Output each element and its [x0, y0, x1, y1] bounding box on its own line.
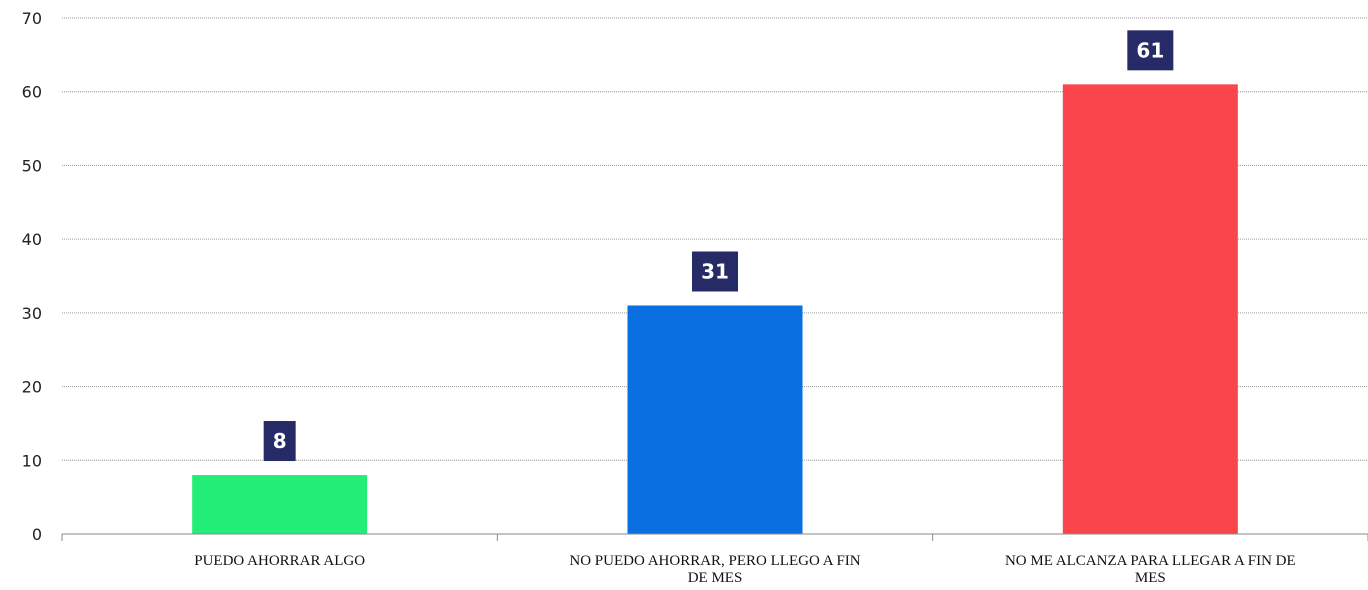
- x-tick-label-line: DE MES: [688, 570, 743, 586]
- y-tick-label: 30: [22, 304, 42, 323]
- y-tick-label: 20: [22, 378, 42, 397]
- x-tick-label-line: NO PUEDO AHORRAR, PERO LLEGO A FIN: [569, 553, 860, 569]
- y-tick-label: 10: [22, 451, 42, 470]
- data-labels: 8 31 61: [263, 30, 1174, 462]
- x-tick-label-line: MES: [1135, 570, 1166, 586]
- y-tick-label: 40: [22, 230, 42, 249]
- x-tick-label-line: NO ME ALCANZA PARA LLEGAR A FIN DE: [1005, 553, 1296, 569]
- x-tick-label: NO PUEDO AHORRAR, PERO LLEGO A FIN DE MES: [569, 553, 860, 586]
- bar: [192, 475, 368, 534]
- x-tick-label: PUEDO AHORRAR ALGO: [194, 553, 365, 569]
- bars: [192, 84, 1238, 534]
- bar: [627, 305, 803, 534]
- bar: [1062, 84, 1238, 534]
- x-tick-label-line: PUEDO AHORRAR ALGO: [194, 553, 365, 569]
- y-axis-ticks: 0 10 20 30 40 50 60 70: [22, 9, 42, 544]
- y-tick-label: 70: [22, 9, 42, 28]
- x-axis: PUEDO AHORRAR ALGO NO PUEDO AHORRAR, PERO…: [61, 533, 1368, 586]
- data-label: 61: [1136, 38, 1164, 62]
- y-tick-label: 60: [22, 83, 42, 102]
- data-label-box: [263, 421, 296, 462]
- y-tick-label: 50: [22, 156, 42, 175]
- data-label: 8: [273, 429, 287, 453]
- y-tick-label: 0: [32, 525, 42, 544]
- data-label-box: [1127, 30, 1174, 71]
- data-label: 31: [701, 259, 729, 283]
- data-label-box: [692, 251, 738, 292]
- x-tick-label: NO ME ALCANZA PARA LLEGAR A FIN DE MES: [1005, 553, 1296, 586]
